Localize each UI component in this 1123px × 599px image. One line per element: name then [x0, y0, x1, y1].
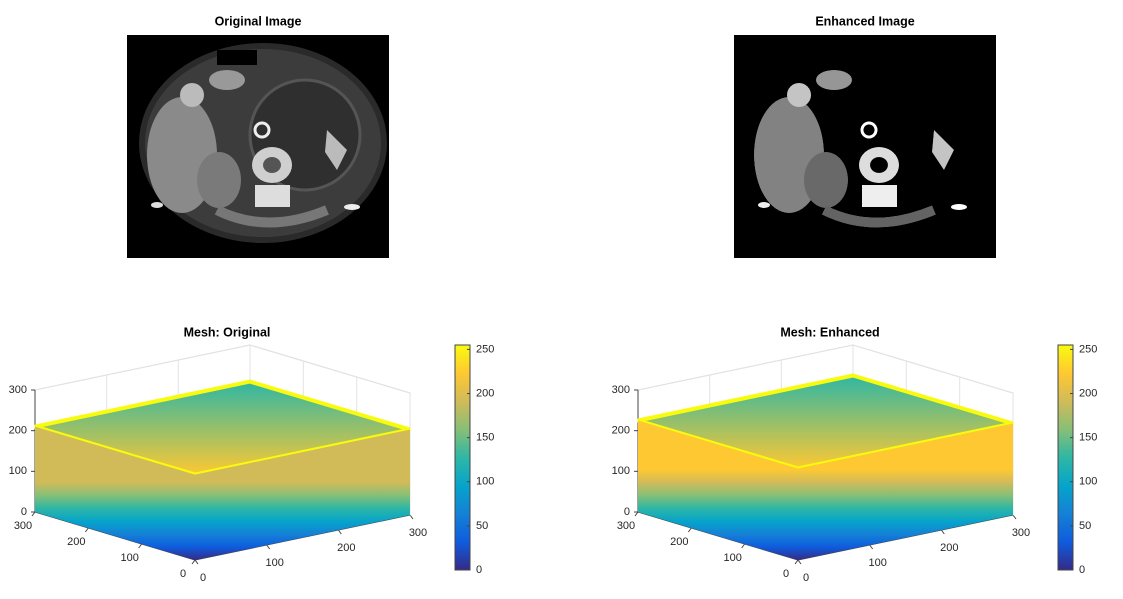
ct-image: [127, 35, 389, 258]
colorbar-tick-label: 250: [1079, 343, 1097, 355]
tick-mark: [409, 514, 414, 520]
colorbar-tick-label: 200: [1079, 387, 1097, 399]
surface-wall: [35, 426, 195, 560]
colorbar-tick-label: 0: [476, 564, 482, 576]
tick-mark: [1012, 514, 1017, 520]
tick-mark: [138, 543, 143, 549]
colorbar-tick-label: 50: [476, 520, 488, 532]
y-tick-label: 0: [180, 568, 186, 580]
z-tick-label: 0: [624, 506, 630, 518]
z-tick-label: 100: [9, 465, 27, 477]
tick-mark: [940, 529, 945, 535]
surface-wall: [638, 420, 798, 560]
y-tick-label: 300: [617, 520, 635, 532]
chart-title: Enhanced Image: [815, 14, 914, 28]
x-tick-label: 300: [409, 527, 427, 539]
chart-title: Mesh: Enhanced: [780, 325, 879, 339]
colorbar-tick-label: 150: [476, 432, 494, 444]
tick-mark: [191, 559, 196, 565]
y-tick-label: 200: [67, 536, 85, 548]
tick-mark: [794, 559, 799, 565]
colorbar-tick-label: 250: [476, 343, 494, 355]
y-tick-label: 0: [783, 568, 789, 580]
tick-mark: [687, 527, 692, 533]
tick-mark: [266, 544, 271, 550]
colorbar-tick-label: 100: [1079, 476, 1097, 488]
ct-image: [734, 35, 996, 258]
colorbar-tick-label: 0: [1079, 564, 1085, 576]
z-tick-label: 100: [612, 465, 630, 477]
z-tick-label: 200: [9, 425, 27, 437]
tick-mark: [797, 559, 802, 565]
surface-wall: [798, 423, 1013, 560]
x-tick-label: 200: [940, 542, 958, 554]
x-tick-label: 200: [337, 542, 355, 554]
z-tick-label: 300: [612, 384, 630, 396]
x-tick-label: 0: [200, 572, 206, 584]
colorbar-tick-label: 150: [1079, 432, 1097, 444]
chart-title: Original Image: [215, 14, 302, 28]
x-tick-label: 100: [868, 557, 886, 569]
tick-mark: [337, 529, 342, 535]
tick-mark: [634, 511, 639, 517]
y-tick-label: 100: [723, 552, 741, 564]
tick-mark: [84, 527, 89, 533]
z-tick-label: 200: [612, 425, 630, 437]
z-tick-label: 300: [9, 384, 27, 396]
colorbar-tick-label: 200: [476, 387, 494, 399]
tick-mark: [869, 544, 874, 550]
z-tick-label: 0: [21, 506, 27, 518]
colorbar: [1057, 344, 1074, 571]
tick-mark: [741, 543, 746, 549]
y-tick-label: 300: [14, 520, 32, 532]
x-tick-label: 100: [265, 557, 283, 569]
surface-wall: [195, 429, 410, 560]
x-tick-label: 300: [1012, 527, 1030, 539]
colorbar-tick-label: 50: [1079, 520, 1091, 532]
y-tick-label: 200: [670, 536, 688, 548]
tick-mark: [194, 559, 199, 565]
colorbar-tick-label: 100: [476, 476, 494, 488]
y-tick-label: 100: [120, 552, 138, 564]
x-tick-label: 0: [803, 572, 809, 584]
colorbar: [454, 344, 471, 571]
tick-mark: [31, 511, 36, 517]
chart-title: Mesh: Original: [184, 325, 271, 339]
